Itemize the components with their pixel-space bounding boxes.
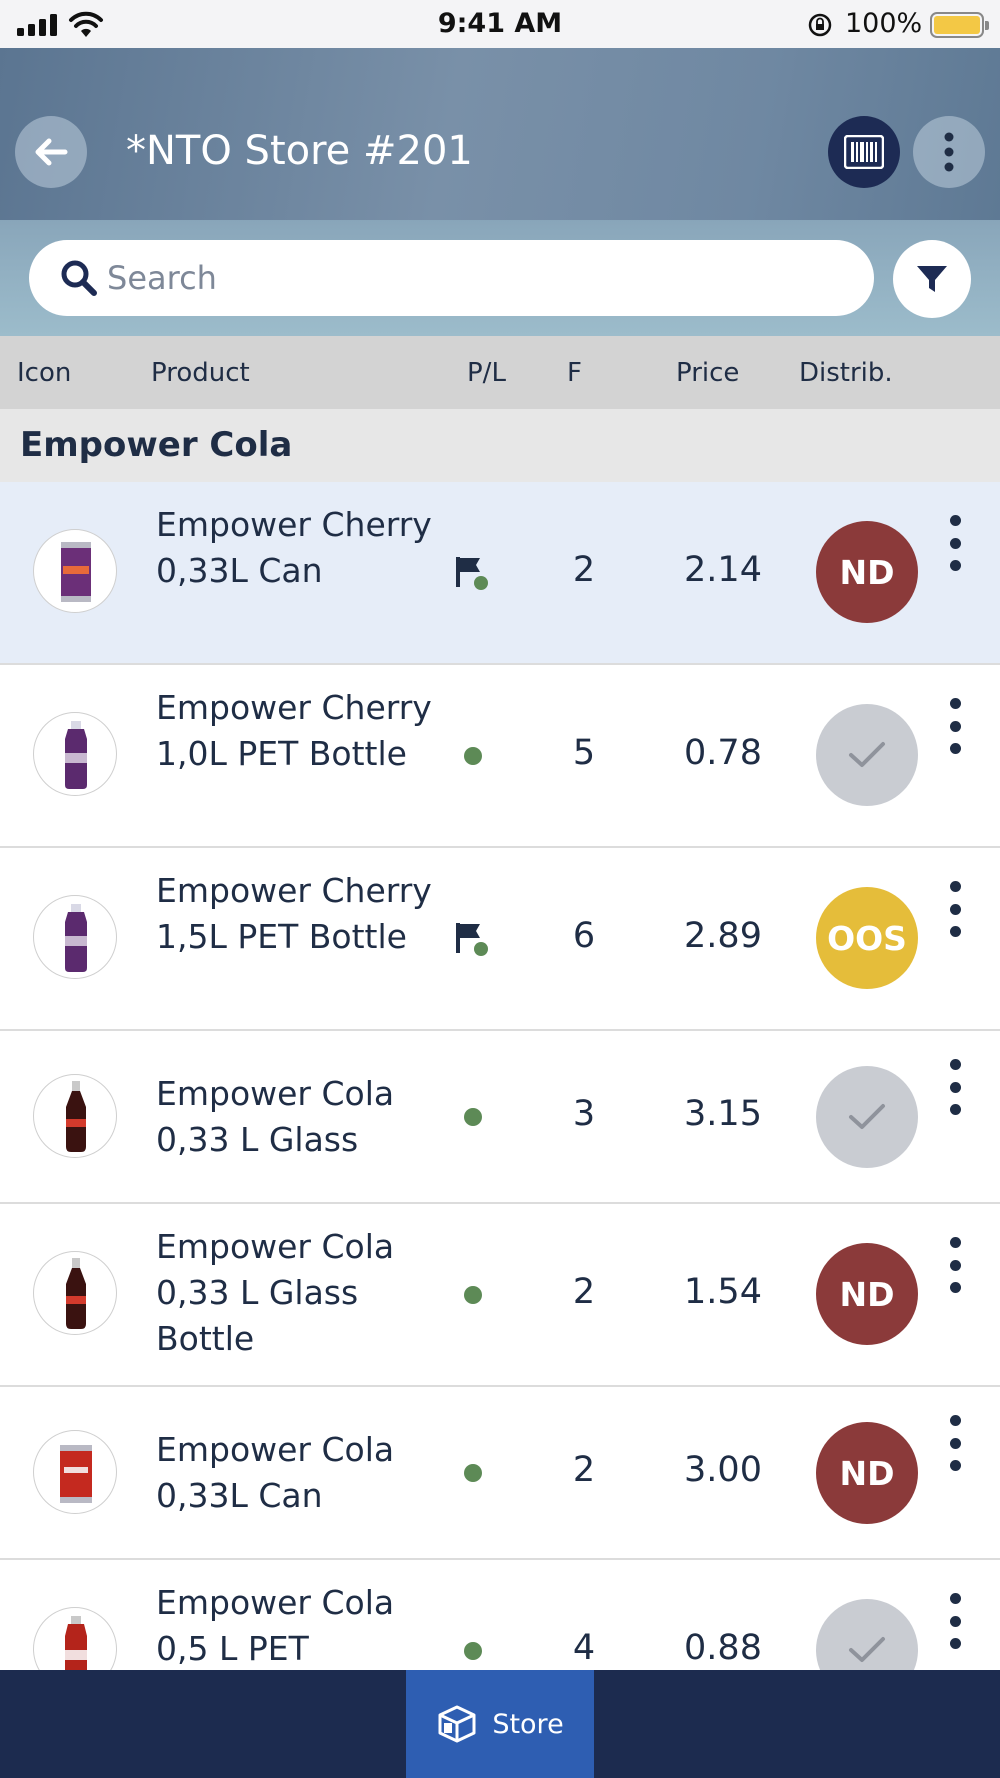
signal-icon <box>17 14 59 36</box>
facing-count: 6 <box>572 916 596 956</box>
row-menu-button[interactable] <box>940 515 970 571</box>
barcode-icon <box>844 135 884 169</box>
group-title: Empower Cola <box>20 425 293 465</box>
distrib-status-nd[interactable]: ND <box>816 1243 918 1345</box>
row-menu-button[interactable] <box>940 1237 970 1293</box>
product-list: Empower Cherry 0,33L Can 2 2.14 ND Empow… <box>0 482 1000 1670</box>
price: 3.15 <box>684 1094 762 1134</box>
table-row[interactable]: Empower Cola 0,33 L Glass 3 3.15 <box>0 1031 1000 1204</box>
product-name: Empower Cola 0,33L Can <box>156 1430 395 1515</box>
facing-count: 2 <box>572 550 596 590</box>
facing-count: 3 <box>572 1094 596 1134</box>
more-vertical-icon <box>944 132 954 172</box>
product-name: Empower Cola 0,33 L Glass <box>156 1074 395 1159</box>
column-pl: P/L <box>467 358 506 388</box>
distrib-status-oos[interactable]: OOS <box>816 887 918 989</box>
flag-icon <box>456 557 488 590</box>
table-row[interactable]: Empower Cherry 1,5L PET Bottle 6 2.89 OO… <box>0 848 1000 1031</box>
row-menu-button[interactable] <box>940 881 970 937</box>
product-image <box>33 895 117 979</box>
status-dot-icon <box>464 1642 482 1660</box>
price: 3.00 <box>684 1450 762 1490</box>
filter-button[interactable] <box>893 240 971 318</box>
distrib-status-nd[interactable]: ND <box>816 1422 918 1524</box>
status-dot-icon <box>464 1464 482 1482</box>
status-dot-icon <box>464 1286 482 1304</box>
table-row[interactable]: Empower Cola 0,33 L Glass Bottle 2 1.54 … <box>0 1204 1000 1387</box>
status-dot-icon <box>464 747 482 765</box>
column-facing: F <box>567 358 582 388</box>
group-header: Empower Cola <box>0 409 1000 482</box>
column-distrib: Distrib. <box>799 358 893 388</box>
product-image <box>33 1074 117 1158</box>
price: 2.14 <box>684 550 762 590</box>
facing-count: 2 <box>572 1272 596 1312</box>
check-icon <box>849 1637 885 1662</box>
price: 2.89 <box>684 916 762 956</box>
distrib-status-nd[interactable]: ND <box>816 521 918 623</box>
bottom-nav: Store <box>0 1670 1000 1778</box>
price: 0.78 <box>684 733 762 773</box>
search-box[interactable] <box>29 240 874 316</box>
page-title: *NTO Store #201 <box>126 128 473 174</box>
table-row[interactable]: Empower Cherry 1,0L PET Bottle 5 0.78 <box>0 665 1000 848</box>
product-image <box>33 1607 117 1670</box>
distrib-status-ok[interactable] <box>816 1066 918 1168</box>
filter-icon <box>917 266 947 292</box>
back-button[interactable] <box>15 116 87 188</box>
check-icon <box>849 742 885 767</box>
store-header: *NTO Store #201 <box>0 48 1000 336</box>
price: 0.88 <box>684 1628 762 1668</box>
check-icon <box>849 1104 885 1129</box>
column-icon: Icon <box>17 358 72 388</box>
table-row[interactable]: Empower Cola 0,5 L PET 4 0.88 <box>0 1560 1000 1670</box>
facing-count: 4 <box>572 1628 596 1668</box>
column-product: Product <box>151 358 250 388</box>
search-input[interactable] <box>107 240 847 316</box>
product-image <box>33 1430 117 1514</box>
tab-store[interactable]: Store <box>406 1670 594 1778</box>
battery-icon <box>930 12 989 38</box>
row-menu-button[interactable] <box>940 698 970 754</box>
status-bar: 9:41 AM 100% <box>0 0 1000 48</box>
product-image <box>33 712 117 796</box>
row-menu-button[interactable] <box>940 1415 970 1471</box>
battery-percent: 100% <box>845 8 923 39</box>
product-name: Empower Cherry 1,0L PET Bottle <box>156 688 432 773</box>
table-row[interactable]: Empower Cherry 0,33L Can 2 2.14 ND <box>0 482 1000 665</box>
product-name: Empower Cola 0,5 L PET <box>156 1583 395 1668</box>
barcode-scan-button[interactable] <box>828 116 900 188</box>
orientation-lock-icon <box>808 13 832 37</box>
table-header: Icon Product P/L F Price Distrib. <box>0 336 1000 409</box>
flag-icon <box>456 923 488 956</box>
product-name: Empower Cola 0,33 L Glass Bottle <box>156 1227 395 1358</box>
facing-count: 5 <box>572 733 596 773</box>
price: 1.54 <box>684 1272 762 1312</box>
column-price: Price <box>676 358 740 388</box>
store-box-icon <box>438 1705 476 1743</box>
product-name: Empower Cherry 1,5L PET Bottle <box>156 871 432 956</box>
distrib-status-ok[interactable] <box>816 1599 918 1670</box>
distrib-status-ok[interactable] <box>816 704 918 806</box>
more-options-button[interactable] <box>913 116 985 188</box>
table-row[interactable]: Empower Cola 0,33L Can 2 3.00 ND <box>0 1387 1000 1560</box>
product-image <box>33 529 117 613</box>
wifi-icon <box>69 11 103 37</box>
search-icon <box>61 260 97 296</box>
tab-store-label: Store <box>492 1708 564 1740</box>
arrow-left-icon <box>35 138 68 166</box>
row-menu-button[interactable] <box>940 1593 970 1649</box>
facing-count: 2 <box>572 1450 596 1490</box>
product-image <box>33 1251 117 1335</box>
status-time: 9:41 AM <box>437 8 563 39</box>
product-name: Empower Cherry 0,33L Can <box>156 505 432 590</box>
status-dot-icon <box>464 1108 482 1126</box>
row-menu-button[interactable] <box>940 1059 970 1115</box>
